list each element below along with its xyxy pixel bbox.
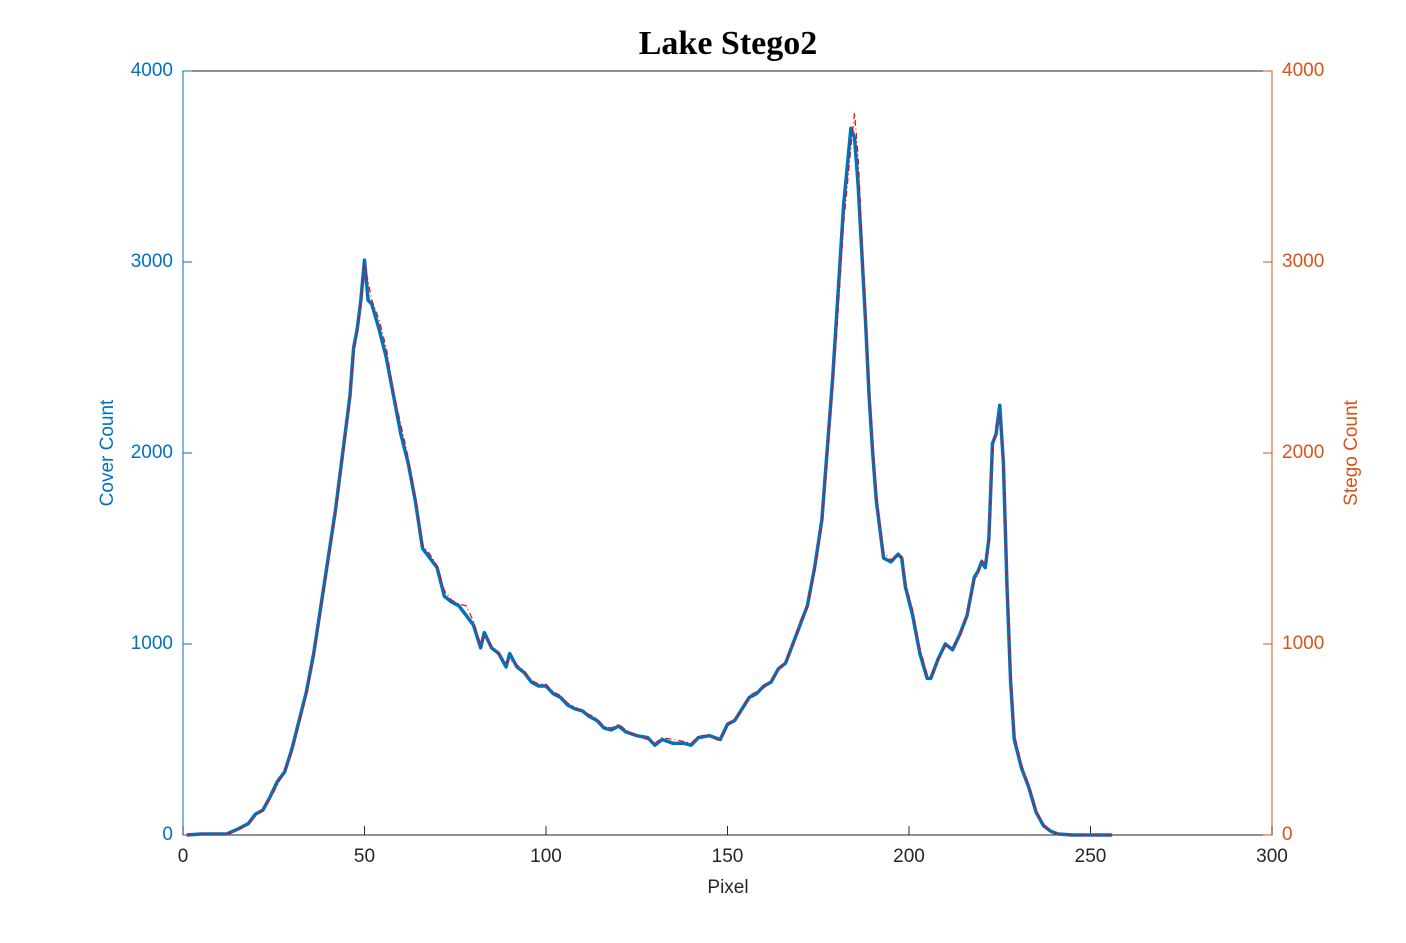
y2-tick-label: 4000 bbox=[1282, 60, 1324, 81]
y-tick-label: 2000 bbox=[131, 442, 173, 463]
y2-tick-label: 1000 bbox=[1282, 633, 1324, 654]
series-line bbox=[186, 112, 1113, 836]
y-tick-label: 0 bbox=[162, 824, 173, 845]
x-tick-label: 300 bbox=[1256, 846, 1288, 867]
x-tick-label: 150 bbox=[712, 846, 744, 867]
y-tick-label: 4000 bbox=[131, 60, 173, 81]
x-tick-label: 200 bbox=[893, 846, 925, 867]
y2-tick-label: 3000 bbox=[1282, 251, 1324, 272]
y-axis-label: Cover Count bbox=[97, 399, 118, 506]
x-axis-label: Pixel bbox=[707, 877, 748, 898]
x-tick-label: 50 bbox=[354, 846, 375, 867]
y2-axis-label: Stego Count bbox=[1341, 399, 1362, 505]
x-tick-label: 250 bbox=[1075, 846, 1107, 867]
y2-tick-label: 2000 bbox=[1282, 442, 1324, 463]
y2-tick-label: 0 bbox=[1282, 824, 1293, 845]
y-tick-label: 3000 bbox=[131, 251, 173, 272]
chart-title: Lake Stego2 bbox=[639, 25, 818, 62]
y-tick-label: 1000 bbox=[131, 633, 173, 654]
x-tick-label: 0 bbox=[178, 846, 189, 867]
x-tick-label: 100 bbox=[530, 846, 562, 867]
